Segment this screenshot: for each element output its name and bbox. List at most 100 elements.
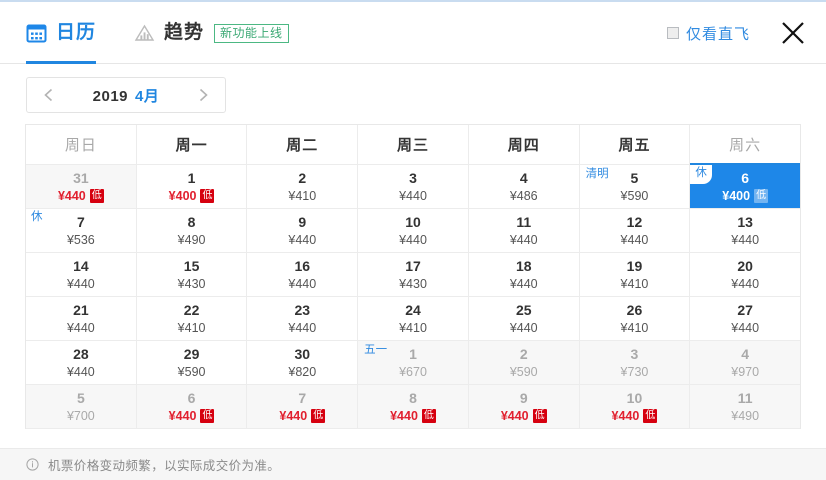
calendar-day-cell[interactable]: 6 ¥440 低 (136, 385, 248, 429)
calendar-day-cell[interactable]: 2 ¥590 (468, 341, 580, 385)
direct-flights-only-toggle[interactable]: 仅看直飞 (666, 23, 750, 44)
price-value: ¥440 (390, 408, 418, 423)
month-navigation-title: 2019 4月 (93, 85, 160, 106)
calendar-day-cell[interactable]: 27 ¥440 (690, 297, 801, 341)
calendar-day-cell[interactable]: 11 ¥440 (468, 209, 580, 253)
header-right-controls: 仅看直飞 (666, 2, 808, 64)
calendar-day-number: 27 (737, 301, 753, 318)
calendar-day-cell[interactable]: 2 ¥410 (247, 165, 359, 209)
next-month-button[interactable] (194, 86, 212, 104)
price-value: ¥440 (66, 320, 95, 335)
calendar-weekday-cell: 周六 (690, 125, 801, 165)
calendar-day-cell[interactable]: 7 ¥440 低 (247, 385, 359, 429)
tab-trend[interactable]: 趋势 新功能上线 (134, 2, 289, 64)
calendar-day-price: ¥440 (67, 276, 95, 293)
calendar-day-cell[interactable]: 5 ¥700 (26, 385, 137, 429)
calendar-day-cell[interactable]: 26 ¥410 (579, 297, 691, 341)
calendar-day-cell[interactable]: 28 ¥440 (26, 341, 137, 385)
rest-day-tag: 休 (690, 165, 713, 184)
calendar-day-cell[interactable]: 21 ¥440 (26, 297, 137, 341)
calendar-day-cell[interactable]: 4 ¥486 (468, 165, 580, 209)
calendar-day-number: 10 (405, 213, 421, 230)
price-value: ¥730 (620, 364, 649, 379)
price-value: ¥670 (399, 364, 427, 379)
price-value: ¥590 (177, 364, 206, 379)
calendar-day-cell[interactable]: 1 ¥400 低 (136, 165, 248, 209)
calendar-day-cell[interactable]: 10 ¥440 低 (579, 385, 691, 429)
calendar-weekday-label: 周二 (286, 137, 319, 154)
calendar-day-number: 18 (515, 257, 532, 274)
calendar-weekday-label: 周三 (397, 137, 430, 154)
calendar-weekday-cell: 周一 (136, 125, 248, 165)
calendar-day-cell[interactable]: 4 ¥970 (690, 341, 801, 385)
calendar-day-cell[interactable]: 25 ¥440 (468, 297, 580, 341)
calendar-day-cell[interactable]: 11 ¥490 (690, 385, 801, 429)
price-disclaimer-text: 机票价格变动频繁，以实际成交价为准。 (48, 459, 281, 473)
calendar-day-cell[interactable]: 31 ¥440 低 (26, 165, 137, 209)
direct-flights-checkbox[interactable] (666, 27, 679, 39)
new-feature-badge: 新功能上线 (214, 24, 289, 43)
calendar-day-price: ¥440 (731, 276, 759, 293)
calendar-week-row: 21 ¥440 22 ¥410 23 ¥440 24 ¥410 25 ¥440 26 ¥410 27 ¥4… (26, 297, 801, 341)
price-value: ¥970 (731, 364, 760, 379)
calendar-day-cell[interactable]: 9 ¥440 (247, 209, 359, 253)
price-value: ¥440 (509, 320, 538, 335)
price-value: ¥410 (620, 276, 649, 291)
price-value: ¥430 (399, 276, 427, 291)
price-value: ¥440 (66, 276, 95, 291)
calendar-day-cell[interactable]: 19 ¥410 (579, 253, 691, 297)
calendar-day-cell-selected[interactable]: 休 6 ¥400 低 (690, 165, 801, 209)
calendar-day-cell[interactable]: 29 ¥590 (136, 341, 248, 385)
calendar-day-price: ¥430 (399, 276, 427, 293)
calendar-day-price: ¥440 (288, 320, 316, 337)
tab-calendar[interactable]: 日历 (26, 2, 97, 64)
calendar-day-cell[interactable]: 24 ¥410 (358, 297, 469, 341)
price-value: ¥440 (500, 408, 529, 423)
calendar-day-cell[interactable]: 休 7 ¥536 (26, 209, 137, 253)
calendar-day-cell[interactable]: 22 ¥410 (136, 297, 248, 341)
calendar-day-price: ¥670 (399, 364, 427, 381)
calendar-day-cell[interactable]: 30 ¥820 (247, 341, 359, 385)
calendar-week-row: 31 ¥440 低 1 ¥400 低 2 ¥410 3 ¥440 4 ¥486 清明 5 ¥590 休 6 ¥40… (26, 165, 801, 209)
calendar-day-cell[interactable]: 9 ¥440 低 (468, 385, 580, 429)
calendar-day-number: 3 (630, 345, 639, 362)
calendar-day-number: 14 (73, 257, 89, 274)
calendar-week-row: 14 ¥440 15 ¥430 16 ¥440 17 ¥430 18 ¥440 19 ¥410 20 ¥4… (26, 253, 801, 297)
calendar-day-price: ¥730 (621, 364, 649, 381)
calendar-weekday-label: 周一 (175, 137, 208, 154)
prev-month-button[interactable] (40, 86, 58, 104)
calendar-day-cell[interactable]: 16 ¥440 (247, 253, 359, 297)
calendar-day-number: 7 (298, 389, 307, 406)
calendar-day-number: 8 (187, 213, 196, 230)
calendar-day-cell[interactable]: 20 ¥440 (690, 253, 801, 297)
price-value: ¥440 (611, 408, 640, 423)
calendar-day-number: 8 (409, 389, 417, 406)
price-value: ¥440 (288, 232, 317, 247)
calendar-day-cell[interactable]: 3 ¥730 (579, 341, 691, 385)
calendar-day-cell[interactable]: 23 ¥440 (247, 297, 359, 341)
calendar-day-cell[interactable]: 13 ¥440 (690, 209, 801, 253)
price-value: ¥410 (620, 320, 649, 335)
calendar-day-cell[interactable]: 8 ¥490 (136, 209, 248, 253)
calendar-day-price: ¥590 (621, 188, 649, 205)
chevron-left-icon (41, 87, 57, 103)
calendar-day-number: 6 (187, 389, 196, 406)
close-button[interactable] (778, 18, 808, 48)
calendar-day-cell[interactable]: 14 ¥440 (26, 253, 137, 297)
calendar-day-cell[interactable]: 10 ¥440 (358, 209, 469, 253)
calendar-day-cell[interactable]: 清明 5 ¥590 (579, 165, 691, 209)
price-value: ¥440 (731, 320, 760, 335)
low-price-badge: 低 (421, 408, 436, 423)
calendar-day-cell[interactable]: 8 ¥440 低 (358, 385, 469, 429)
calendar-day-cell[interactable]: 12 ¥440 (579, 209, 691, 253)
calendar-day-cell[interactable]: 17 ¥430 (358, 253, 469, 297)
calendar-day-cell[interactable]: 15 ¥430 (136, 253, 248, 297)
calendar-day-number: 11 (737, 389, 753, 406)
calendar-day-cell[interactable]: 18 ¥440 (468, 253, 580, 297)
calendar-weekday-label: 周六 (729, 136, 762, 154)
calendar-day-number: 12 (626, 213, 643, 230)
calendar-day-cell[interactable]: 3 ¥440 (358, 165, 469, 209)
calendar-day-cell[interactable]: 五一 1 ¥670 (358, 341, 469, 385)
price-value: ¥440 (509, 232, 538, 247)
low-price-badge: 低 (532, 408, 547, 423)
